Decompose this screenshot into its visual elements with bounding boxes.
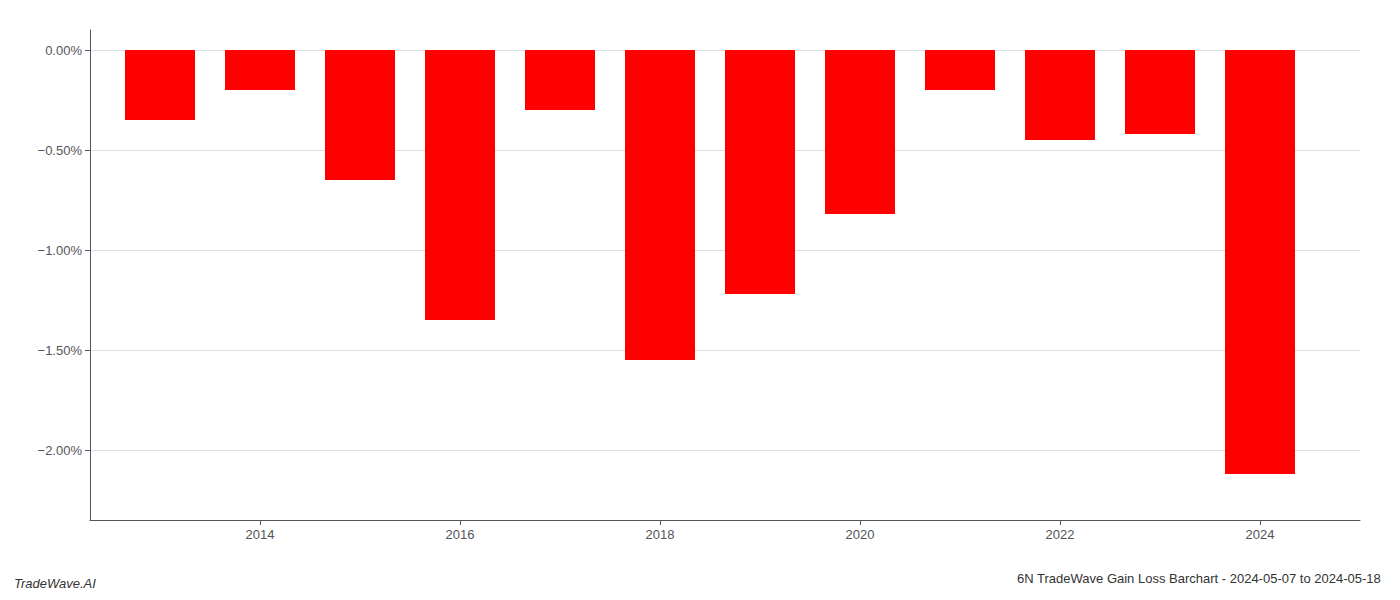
svg-text:−0.50%: −0.50% [38,143,83,158]
svg-text:2022: 2022 [1046,527,1075,542]
svg-text:TradeWave.AI: TradeWave.AI [14,576,96,591]
svg-text:−1.00%: −1.00% [38,243,83,258]
svg-text:2018: 2018 [646,527,675,542]
svg-text:−1.50%: −1.50% [38,343,83,358]
svg-text:0.00%: 0.00% [45,43,82,58]
svg-text:6N TradeWave Gain Loss Barchar: 6N TradeWave Gain Loss Barchart - 2024-0… [1017,571,1381,586]
svg-text:2014: 2014 [246,527,275,542]
svg-text:2020: 2020 [846,527,875,542]
svg-text:−2.00%: −2.00% [38,443,83,458]
svg-text:2016: 2016 [446,527,475,542]
svg-text:2024: 2024 [1246,527,1275,542]
